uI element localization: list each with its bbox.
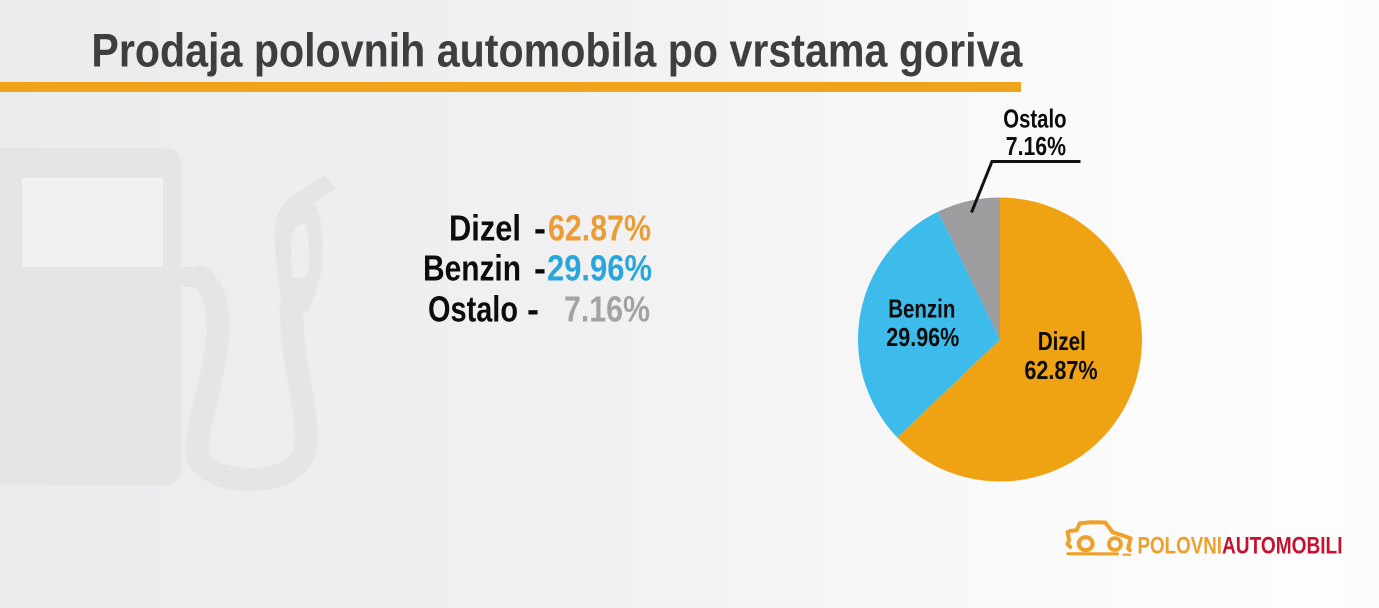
svg-text:29.96%: 29.96% bbox=[886, 322, 959, 352]
svg-text:-: - bbox=[527, 289, 539, 330]
svg-text:Benzin: Benzin bbox=[888, 294, 955, 324]
svg-text:Prodaja polovnih automobila po: Prodaja polovnih automobila po vrstama g… bbox=[91, 24, 1023, 77]
svg-text:POLOVNI: POLOVNI bbox=[1138, 532, 1223, 559]
svg-text:29.96%: 29.96% bbox=[547, 248, 652, 289]
svg-text:AUTOMOBILI: AUTOMOBILI bbox=[1222, 532, 1343, 559]
svg-text:Dizel: Dizel bbox=[449, 207, 521, 248]
svg-text:7.16%: 7.16% bbox=[1006, 131, 1066, 161]
svg-text:-: - bbox=[534, 248, 546, 289]
svg-text:Ostalo: Ostalo bbox=[1003, 104, 1066, 134]
svg-text:62.87%: 62.87% bbox=[548, 207, 651, 248]
svg-text:62.87%: 62.87% bbox=[1024, 355, 1097, 385]
svg-text:-: - bbox=[534, 207, 546, 248]
svg-text:Benzin: Benzin bbox=[423, 248, 521, 289]
svg-text:Dizel: Dizel bbox=[1038, 326, 1086, 356]
svg-text:7.16%: 7.16% bbox=[564, 289, 650, 330]
svg-text:Ostalo: Ostalo bbox=[428, 289, 518, 330]
